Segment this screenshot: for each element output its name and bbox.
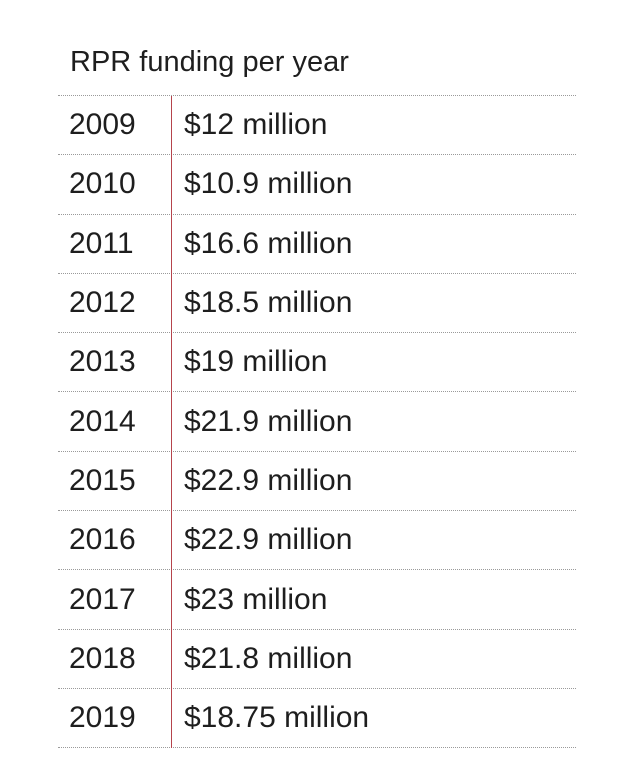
funding-amount-cell: $22.9 million: [184, 463, 353, 497]
table-row: 2015 $22.9 million: [58, 452, 576, 512]
funding-amount-cell: $22.9 million: [184, 523, 353, 557]
column-divider: [171, 96, 172, 749]
funding-table: RPR funding per year 2009 $12 million 2010…: [58, 40, 576, 749]
year-cell: 2017: [69, 582, 136, 616]
table-row: 2019 $18.75 million: [58, 689, 576, 749]
year-cell: 2009: [69, 108, 136, 142]
year-cell: 2014: [69, 404, 136, 438]
funding-amount-cell: $21.9 million: [184, 404, 353, 438]
table-row: 2009 $12 million: [58, 96, 576, 156]
funding-amount-cell: $18.5 million: [184, 286, 353, 320]
funding-amount-cell: $19 million: [184, 345, 328, 379]
table-row: 2016 $22.9 million: [58, 511, 576, 571]
year-cell: 2011: [69, 226, 134, 260]
funding-amount-cell: $18.75 million: [184, 701, 370, 735]
table-row: 2017 $23 million: [58, 570, 576, 630]
funding-amount-cell: $16.6 million: [184, 226, 353, 260]
table-row: 2011 $16.6 million: [58, 215, 576, 274]
funding-amount-cell: $21.8 million: [184, 641, 353, 675]
table-row: 2018 $21.8 million: [58, 630, 576, 689]
year-cell: 2019: [69, 701, 136, 735]
table-row: 2012 $18.5 million: [58, 274, 576, 334]
table-row: 2013 $19 million: [58, 333, 576, 393]
year-cell: 2016: [69, 523, 136, 557]
year-cell: 2012: [69, 286, 136, 320]
table-body: 2009 $12 million 2010 $10.9 million 2011 $16.…: [58, 96, 576, 749]
year-cell: 2015: [69, 463, 136, 497]
year-cell: 2013: [69, 345, 136, 379]
table-row: 2010 $10.9 million: [58, 155, 576, 215]
funding-amount-cell: $12 million: [184, 108, 328, 142]
table-title: RPR funding per year: [58, 40, 576, 96]
funding-amount-cell: $23 million: [184, 582, 328, 616]
year-cell: 2010: [69, 167, 136, 201]
year-cell: 2018: [69, 641, 136, 675]
funding-amount-cell: $10.9 million: [184, 167, 353, 201]
table-row: 2014 $21.9 million: [58, 392, 576, 452]
